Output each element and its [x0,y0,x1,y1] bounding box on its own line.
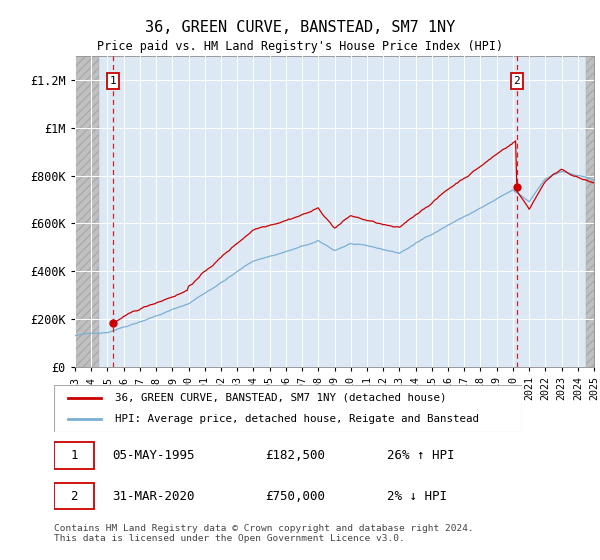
Text: £750,000: £750,000 [265,489,325,502]
Text: 1: 1 [70,449,77,462]
Text: 05-MAY-1995: 05-MAY-1995 [112,449,194,462]
Bar [75,56,100,367]
Text: Price paid vs. HM Land Registry's House Price Index (HPI): Price paid vs. HM Land Registry's House … [97,40,503,53]
Text: 36, GREEN CURVE, BANSTEAD, SM7 1NY (detached house): 36, GREEN CURVE, BANSTEAD, SM7 1NY (deta… [115,393,446,403]
Text: Contains HM Land Registry data © Crown copyright and database right 2024.
This d: Contains HM Land Registry data © Crown c… [54,524,474,543]
Bar [75,56,100,367]
Text: HPI: Average price, detached house, Reigate and Banstead: HPI: Average price, detached house, Reig… [115,414,479,424]
Text: 2: 2 [70,489,77,502]
Text: 26% ↑ HPI: 26% ↑ HPI [386,449,454,462]
Text: £182,500: £182,500 [265,449,325,462]
Bar [54,483,94,509]
Bar [586,56,594,367]
Text: 1: 1 [110,76,116,86]
Bar [586,56,594,367]
Bar [54,442,94,469]
Text: 31-MAR-2020: 31-MAR-2020 [112,489,194,502]
Text: 2% ↓ HPI: 2% ↓ HPI [386,489,446,502]
Text: 36, GREEN CURVE, BANSTEAD, SM7 1NY: 36, GREEN CURVE, BANSTEAD, SM7 1NY [145,20,455,35]
Text: 2: 2 [514,76,520,86]
